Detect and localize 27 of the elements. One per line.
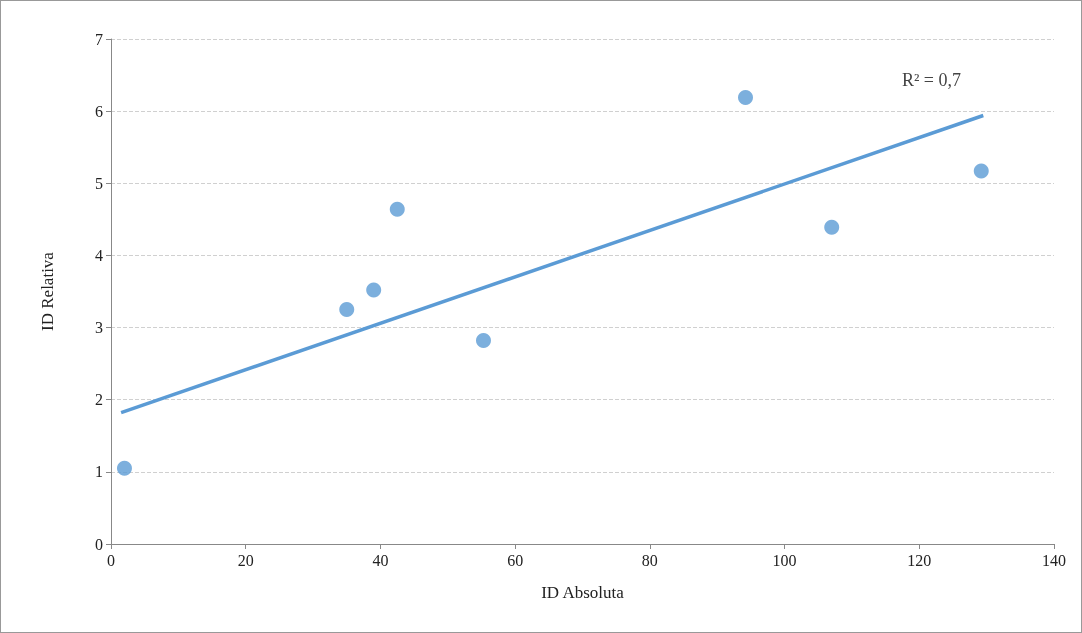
x-tick-label: 0 — [107, 551, 115, 569]
y-tick-label: 5 — [95, 174, 103, 192]
point — [116, 460, 132, 476]
annotation: R² = 0,7 — [901, 70, 962, 90]
x-axis-title: ID Absoluta — [541, 583, 625, 602]
y-tick-label: 3 — [95, 319, 103, 337]
x-tick-label: 120 — [907, 551, 932, 569]
x-tick-label: 60 — [507, 551, 524, 569]
point — [476, 333, 491, 349]
x-tick-label: 100 — [772, 551, 797, 569]
x-tick-label: 40 — [372, 551, 389, 569]
x-tick-label: 20 — [237, 551, 254, 569]
y-tick-label: 0 — [95, 535, 103, 553]
point — [389, 201, 405, 217]
y-tick-label: 6 — [95, 102, 103, 120]
point — [339, 302, 355, 318]
point — [738, 89, 753, 105]
y-tick-label: 7 — [95, 30, 103, 48]
point — [824, 219, 840, 235]
y-axis-title: ID Relativa — [38, 251, 57, 331]
x-tick-label: 80 — [641, 551, 658, 569]
y-tick-label: 4 — [95, 246, 103, 264]
point — [366, 282, 382, 298]
y-tick-label: 2 — [95, 391, 103, 409]
x-tick-label: 140 — [1042, 551, 1066, 569]
y-tick-label: 1 — [95, 463, 103, 481]
point — [973, 163, 989, 179]
